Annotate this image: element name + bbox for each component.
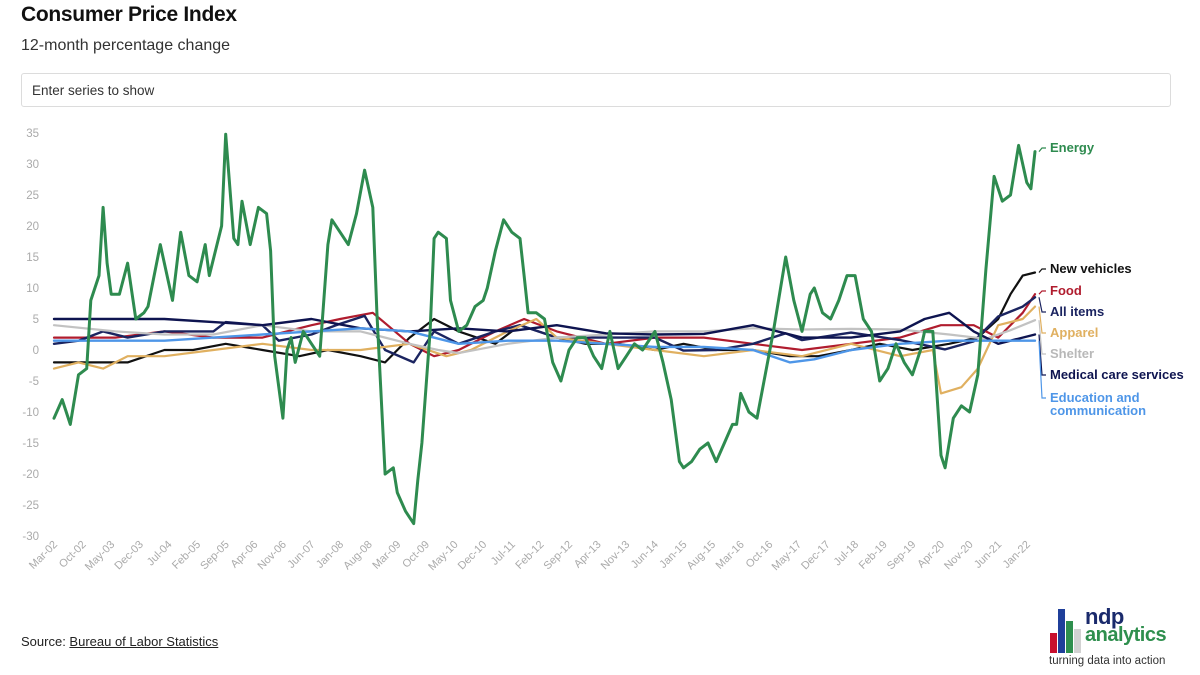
logo-text-ndp: ndp (1085, 604, 1124, 629)
x-tick-label: Apr-13 (572, 539, 604, 571)
source-link[interactable]: Bureau of Labor Statistics (69, 634, 219, 649)
y-tick-label: -30 (22, 531, 39, 543)
legend-leader-line (1038, 297, 1046, 313)
logo-tagline: turning data into action (1049, 655, 1166, 667)
x-tick-label: Jan-08 (314, 539, 346, 571)
series-line-shelter[interactable] (52, 319, 1037, 355)
x-tick-label: Feb-19 (857, 539, 890, 572)
logo-text-analytics: analytics (1085, 624, 1167, 646)
y-tick-label: -15 (22, 438, 39, 450)
x-tick-label: Sep-12 (542, 539, 576, 573)
series-line-education-and-communication[interactable] (52, 327, 1037, 364)
legend-leader-line (1038, 340, 1046, 399)
x-tick-label: Sep-19 (885, 539, 919, 573)
legend-label[interactable]: Food (1050, 283, 1082, 298)
legend-label[interactable]: Apparel (1050, 325, 1098, 340)
legend-leader-line (1038, 320, 1046, 355)
x-tick-label: Feb-05 (170, 539, 203, 572)
y-tick-label: -25 (22, 500, 39, 512)
y-tick-label: 0 (33, 345, 39, 357)
y-tick-label: 30 (26, 159, 39, 171)
x-tick-label: Nov-13 (599, 539, 633, 573)
y-tick-label: -5 (29, 376, 39, 388)
series-line-energy[interactable] (52, 132, 1037, 526)
cpi-line-chart: 35 30 25 20 15 10 5 0 -5 -10 -15 -20 -25 -30 Mar-02Oc… (22, 128, 1184, 573)
x-tick-label: Jun-21 (972, 539, 1004, 571)
y-tick-label: 5 (33, 314, 39, 326)
page-title: Consumer Price Index (21, 3, 237, 26)
x-tick-label: Apr-06 (229, 539, 261, 571)
x-tick-label: Dec-10 (456, 539, 490, 573)
legend-label[interactable]: All items (1050, 304, 1104, 319)
x-tick-label: Nov-06 (255, 539, 289, 573)
x-tick-label: Feb-12 (513, 539, 546, 572)
legend-label[interactable]: Education and communication (1050, 390, 1146, 418)
legend-label[interactable]: Shelter (1050, 346, 1094, 361)
series-line-medical-care-services[interactable] (52, 311, 1037, 345)
x-tick-label: Jun-07 (285, 539, 317, 571)
source-label: Source: (21, 634, 70, 649)
logo-bars-icon (1050, 609, 1081, 653)
x-tick-label: Mar-16 (714, 539, 747, 572)
legend-leader-line (1038, 147, 1046, 152)
y-tick-label: -20 (22, 469, 39, 481)
x-tick-label: May-03 (83, 539, 117, 573)
y-tick-label: 35 (26, 128, 39, 140)
x-tick-label: May-10 (426, 539, 460, 573)
y-tick-label: 25 (26, 190, 39, 202)
legend-leader-line (1038, 268, 1046, 273)
x-tick-label: Jun-14 (629, 539, 661, 571)
legend-label[interactable]: New vehicles (1050, 261, 1132, 276)
x-tick-label: Mar-02 (27, 539, 60, 572)
x-tick-label: Mar-09 (370, 539, 403, 572)
ndp-analytics-logo: ndp analytics turning data into action (1048, 604, 1198, 673)
x-tick-label: Apr-20 (915, 539, 947, 571)
series-search-input[interactable] (21, 73, 1171, 107)
y-axis: 35 30 25 20 15 10 5 0 -5 -10 -15 -20 -25 -30 (22, 128, 39, 543)
x-axis: Mar-02Oct-02May-03Dec-03Jul-04Feb-05Sep-… (27, 539, 1033, 573)
legend-label[interactable]: Energy (1050, 140, 1095, 155)
y-tick-label: 20 (26, 221, 39, 233)
legend-leader-line (1038, 306, 1046, 334)
x-tick-label: Dec-03 (112, 539, 146, 573)
y-tick-label: -10 (22, 407, 39, 419)
page-subtitle: 12-month percentage change (21, 37, 231, 54)
series-lines (52, 132, 1037, 526)
x-tick-label: Aug-08 (341, 539, 375, 573)
legend-leader-line (1038, 290, 1046, 295)
series-legend: Energy New vehicles Food All items Apparel Sh… (1038, 140, 1184, 418)
x-tick-label: Aug-15 (685, 539, 719, 573)
y-tick-label: 10 (26, 283, 39, 295)
x-tick-label: Jan-15 (657, 539, 689, 571)
legend-label[interactable]: Medical care services (1050, 367, 1184, 382)
x-tick-label: Jan-22 (1001, 539, 1033, 571)
legend-leader-line (1038, 334, 1046, 376)
x-tick-label: Nov-20 (942, 539, 976, 573)
series-line-food[interactable] (52, 293, 1037, 358)
source-note: Source: Bureau of Labor Statistics (21, 634, 218, 649)
y-tick-label: 15 (26, 252, 39, 264)
x-tick-label: Dec-17 (799, 539, 833, 573)
x-tick-label: Sep-05 (198, 539, 232, 573)
x-tick-label: May-17 (770, 539, 804, 573)
